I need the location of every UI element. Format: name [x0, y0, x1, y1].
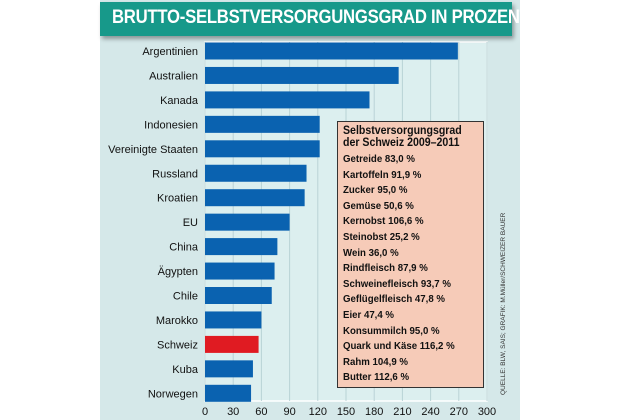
bar-china	[205, 238, 278, 256]
inset-item: Zucker 95,0 %	[343, 184, 408, 197]
x-tick-label: 90	[283, 406, 295, 418]
bar-kanada	[205, 91, 370, 109]
inset-item: Konsummilch 95,0 %	[343, 324, 440, 337]
inset-title-line2: der Schweiz 2009–2011	[343, 137, 460, 149]
bar-russland	[205, 164, 307, 182]
chart-title-bar: BRUTTO-SELBSTVERSORGUNGSGRAD IN PROZENT	[100, 2, 530, 36]
bar-eu	[205, 213, 290, 231]
bar-marokko	[205, 311, 262, 329]
inset-item: Rindfleisch 87,9 %	[343, 262, 428, 275]
x-tick-label: 300	[478, 406, 496, 418]
category-label: Schweiz	[157, 339, 198, 351]
inset-item: Eier 47,4 %	[343, 308, 395, 321]
inset-item: Kartoffeln 91,9 %	[343, 168, 422, 181]
category-label: Vereinigte Staaten	[108, 144, 198, 156]
category-label: Marokko	[156, 315, 198, 327]
category-label: Ägypten	[158, 266, 198, 278]
category-label: Kanada	[160, 95, 199, 107]
category-label: China	[169, 242, 199, 254]
bar-vereinigte-staaten	[205, 140, 320, 158]
category-label: Russland	[152, 168, 198, 180]
chart-title: BRUTTO-SELBSTVERSORGUNGSGRAD IN PROZENT	[112, 7, 530, 28]
x-tick-label: 120	[309, 406, 327, 418]
inset-item: Gemüse 50,6 %	[343, 199, 414, 212]
bar-schweiz	[205, 335, 259, 353]
category-label: Norwegen	[148, 388, 198, 400]
bar-chile	[205, 287, 272, 304]
bar-argentinien	[205, 42, 458, 60]
inset-title-line1: Selbstversorgungsgrad	[343, 125, 462, 137]
inset-item: Rahm 104,9 %	[343, 355, 408, 368]
inset-item: Geflügelfleisch 47,8 %	[343, 293, 446, 306]
inset-item: Schweinefleisch 93,7 %	[343, 277, 451, 290]
inset-item: Getreide 83,0 %	[343, 153, 415, 165]
x-tick-label: 30	[227, 406, 239, 418]
category-label: EU	[183, 217, 198, 229]
x-tick-label: 210	[393, 406, 411, 418]
source-note: QUELLE: BLW, SAIS; GRAFIK: M.Müller/SCHW…	[500, 212, 507, 395]
category-label: Australien	[149, 70, 198, 82]
x-tick-label: 0	[202, 406, 208, 418]
bar-indonesien	[205, 115, 320, 133]
inset-box: Selbstversorgungsgrad der Schweiz 2009–20…	[337, 121, 484, 388]
bar-kuba	[205, 360, 253, 378]
x-tick-label: 180	[365, 406, 383, 418]
bar-kroatien	[205, 189, 305, 207]
x-tick-label: 60	[255, 406, 267, 418]
inset-item: Quark und Käse 116,2 %	[343, 340, 455, 353]
inset-item: Steinobst 25,2 %	[343, 230, 420, 243]
category-label: Indonesien	[144, 119, 198, 131]
inset-item: Kernobst 106,6 %	[343, 215, 424, 228]
bar-norwegen	[205, 384, 252, 402]
x-tick-label: 240	[421, 406, 439, 418]
category-label: Kuba	[172, 364, 199, 376]
bar-australien	[205, 66, 399, 84]
category-label: Argentinien	[142, 46, 198, 58]
inset-item: Wein 36,0 %	[343, 246, 399, 259]
inset-item: Butter 112,6 %	[343, 371, 410, 384]
category-label: Chile	[173, 291, 198, 303]
x-tick-label: 270	[450, 406, 468, 418]
category-label: Kroatien	[157, 193, 198, 205]
x-tick-label: 150	[337, 406, 355, 418]
bar-ägypten	[205, 262, 275, 280]
inset-title: Selbstversorgungsgrad der Schweiz 2009–20…	[343, 125, 467, 149]
